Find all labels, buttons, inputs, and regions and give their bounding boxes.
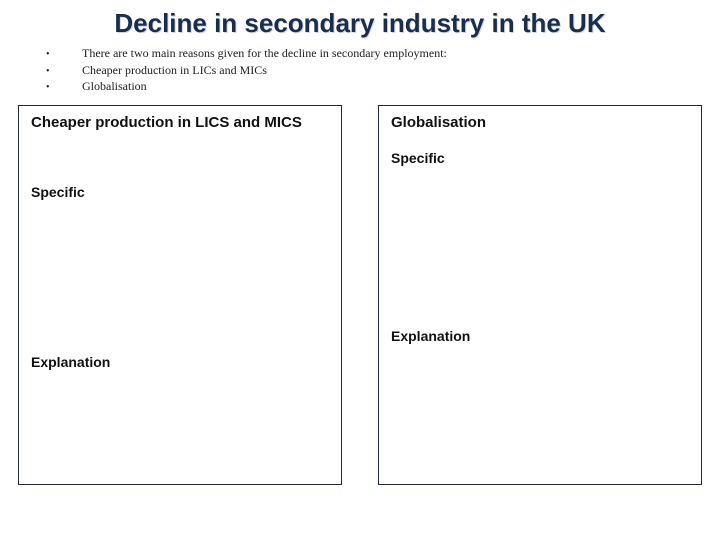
slide: Decline in secondary industry in the UK … bbox=[0, 0, 720, 540]
bullet-text: Globalisation bbox=[82, 78, 147, 94]
list-item: • Cheaper production in LICs and MICs bbox=[46, 62, 702, 79]
right-explanation-label: Explanation bbox=[391, 328, 470, 344]
left-specific-label: Specific bbox=[31, 184, 85, 200]
right-box-title: Globalisation bbox=[391, 114, 689, 133]
bullet-list: • There are two main reasons given for t… bbox=[46, 45, 702, 95]
columns: Cheaper production in LICS and MICS Spec… bbox=[18, 105, 702, 485]
left-box-title: Cheaper production in LICS and MICS bbox=[31, 114, 329, 133]
right-specific-label: Specific bbox=[391, 150, 445, 166]
bullet-icon: • bbox=[46, 81, 82, 95]
list-item: • Globalisation bbox=[46, 78, 702, 95]
left-explanation-label: Explanation bbox=[31, 354, 110, 370]
bullet-text: Cheaper production in LICs and MICs bbox=[82, 62, 267, 78]
page-title: Decline in secondary industry in the UK bbox=[18, 8, 702, 39]
bullet-text: There are two main reasons given for the… bbox=[82, 45, 447, 61]
left-box: Cheaper production in LICS and MICS Spec… bbox=[18, 105, 342, 485]
right-box: Globalisation Specific Explanation bbox=[378, 105, 702, 485]
bullet-icon: • bbox=[46, 48, 82, 62]
list-item: • There are two main reasons given for t… bbox=[46, 45, 702, 62]
bullet-icon: • bbox=[46, 65, 82, 79]
